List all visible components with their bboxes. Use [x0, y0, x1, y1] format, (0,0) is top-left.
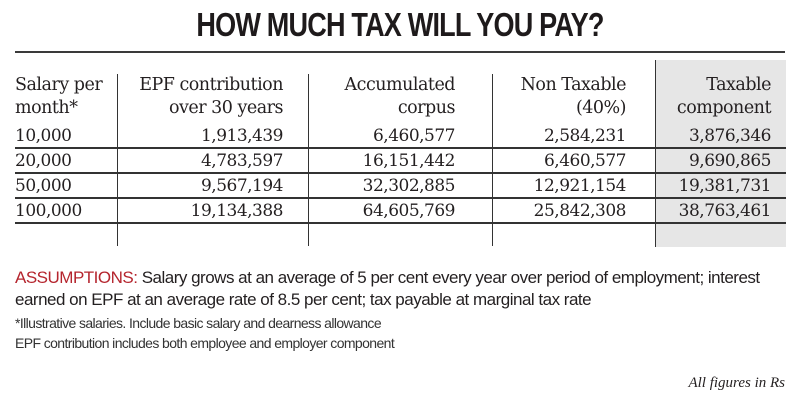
header-line: (40%)	[575, 98, 627, 118]
assumptions-text: Salary grows at an average of 5 per cent…	[15, 268, 760, 309]
cell-corpus: 16,151,442	[362, 151, 456, 171]
cell-salary: 100,000	[15, 201, 82, 221]
cell-salary: 50,000	[15, 176, 72, 196]
column-header-taxable: Taxable component	[676, 74, 772, 120]
chart-title: HOW MUCH TAX WILL YOU PAY?	[196, 6, 604, 43]
header-line: month*	[15, 98, 78, 118]
column-header-epf: EPF contribution over 30 years	[139, 74, 283, 120]
header-line: Taxable	[706, 75, 771, 95]
header-line: Accumulated	[344, 75, 456, 95]
cell-non-taxable: 2,584,231	[543, 126, 627, 146]
assumptions-paragraph: ASSUMPTIONS: Salary grows at an average …	[15, 267, 785, 311]
cell-non-taxable: 25,842,308	[533, 201, 627, 221]
column-divider	[492, 74, 493, 246]
title-divider	[15, 51, 785, 53]
column-header-corpus: Accumulated corpus	[345, 74, 456, 120]
cell-salary: 20,000	[15, 151, 72, 171]
row-divider	[15, 197, 786, 199]
cell-taxable: 9,690,865	[688, 151, 772, 171]
cell-taxable: 3,876,346	[688, 126, 772, 146]
header-line: Non Taxable	[520, 75, 627, 95]
cell-corpus: 32,302,885	[362, 176, 456, 196]
cell-epf: 1,913,439	[200, 126, 284, 146]
cell-salary: 10,000	[15, 126, 72, 146]
header-line: EPF contribution	[139, 75, 283, 95]
assumptions-label: ASSUMPTIONS:	[15, 268, 138, 287]
cell-non-taxable: 6,460,577	[543, 151, 627, 171]
cell-epf: 9,567,194	[200, 176, 284, 196]
row-divider	[15, 222, 786, 224]
row-divider	[15, 147, 786, 149]
footnote-epf: EPF contribution includes both employee …	[15, 335, 395, 351]
cell-taxable: 19,381,731	[678, 176, 772, 196]
footnote-salaries: *Illustrative salaries. Include basic sa…	[15, 315, 382, 331]
cell-non-taxable: 12,921,154	[533, 176, 627, 196]
column-header-salary: Salary per month*	[15, 74, 103, 120]
cell-taxable: 38,763,461	[678, 201, 772, 221]
units-note: All figures in Rs	[688, 375, 785, 391]
cell-corpus: 64,605,769	[362, 201, 456, 221]
notes-section: ASSUMPTIONS: Salary grows at an average …	[15, 267, 785, 353]
header-line: corpus	[397, 98, 456, 118]
column-divider	[117, 74, 118, 246]
column-header-non-taxable: Non Taxable (40%)	[520, 74, 627, 120]
header-line: component	[676, 98, 772, 118]
cell-epf: 19,134,388	[190, 201, 284, 221]
row-divider	[15, 172, 786, 174]
taxable-column-highlight	[656, 60, 786, 247]
header-line: over 30 years	[168, 98, 284, 118]
cell-epf: 4,783,597	[200, 151, 284, 171]
cell-corpus: 6,460,577	[372, 126, 456, 146]
column-divider	[655, 60, 656, 247]
column-divider	[308, 74, 309, 246]
header-line: Salary per	[15, 75, 103, 95]
